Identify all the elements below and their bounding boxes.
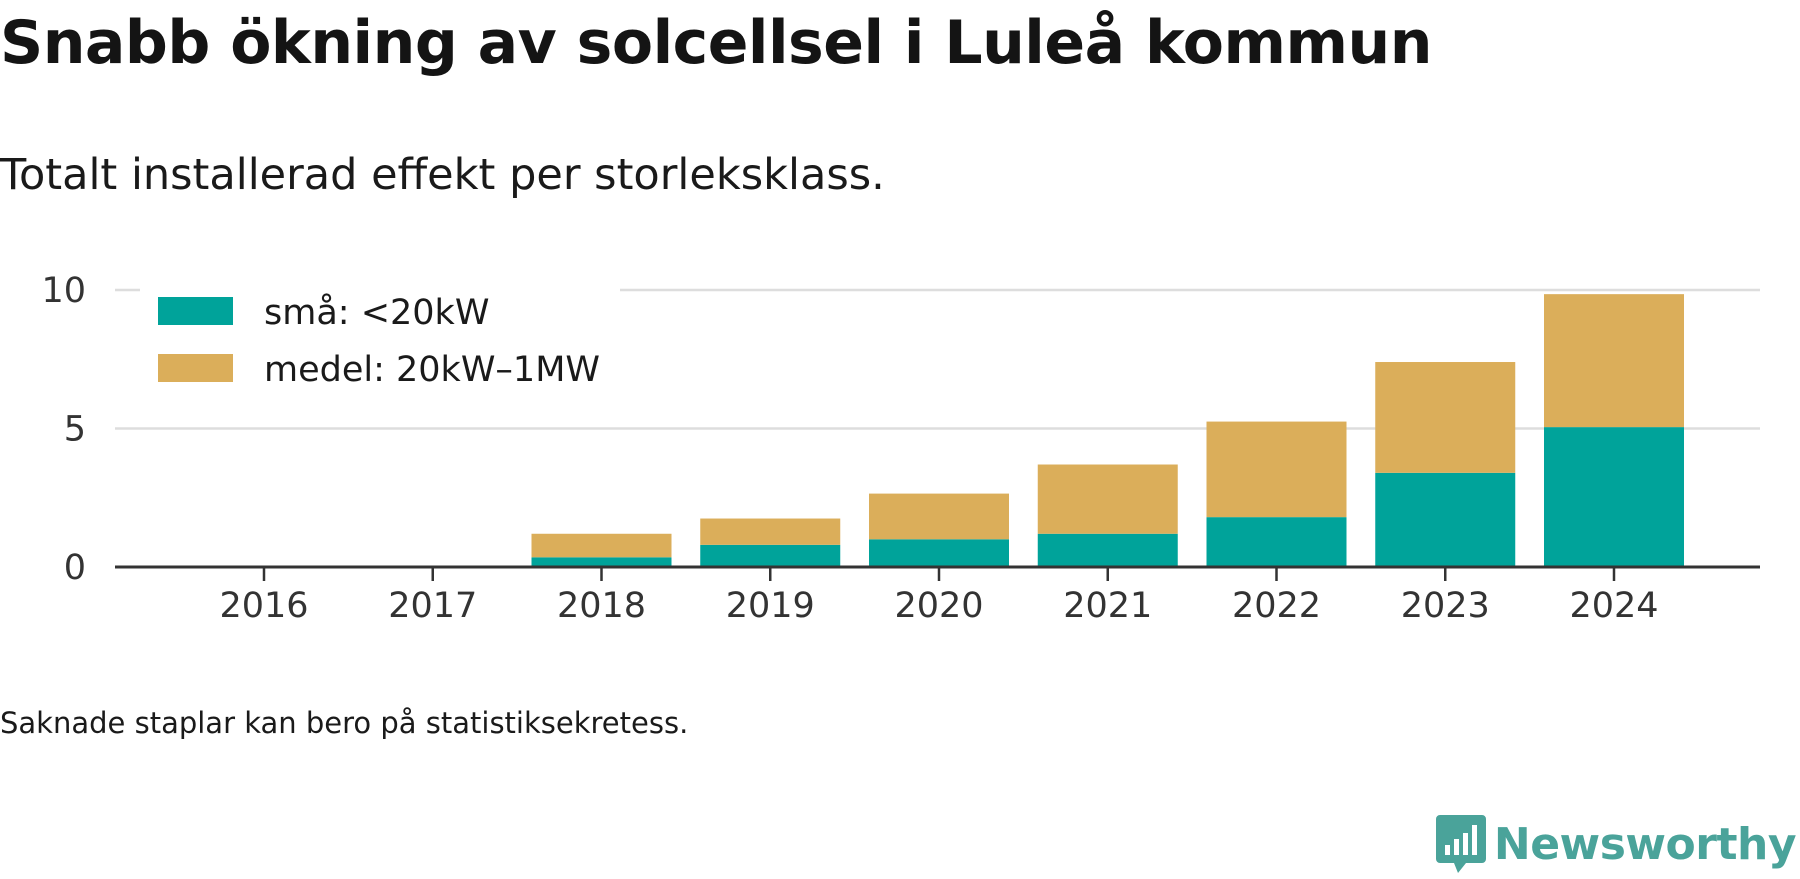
x-tick-label: 2021 — [1063, 586, 1152, 626]
newsworthy-logo-icon — [1435, 815, 1486, 873]
chart-subtitle: Totalt installerad effekt per storlekskl… — [0, 150, 885, 200]
x-tick-label: 2019 — [726, 586, 815, 626]
x-tick-label: 2018 — [557, 586, 646, 626]
bars — [531, 294, 1684, 567]
legend-label: medel: 20kW–1MW — [264, 350, 600, 390]
y-tick-label: 10 — [41, 271, 86, 311]
brand-logo[interactable]: Newsworthy — [1435, 815, 1797, 873]
bar-segment — [700, 518, 841, 545]
x-tick-label: 2017 — [388, 586, 477, 626]
bar-segment — [1206, 517, 1347, 567]
bar-segment — [1544, 294, 1684, 428]
chart-title: Snabb ökning av solcellsel i Luleå kommu… — [0, 8, 1432, 78]
legend-label: små: <20kW — [264, 292, 489, 333]
brand-name: Newsworthy — [1493, 818, 1797, 870]
y-axis-labels: 0 5 10 — [41, 271, 86, 588]
legend-swatch — [158, 297, 233, 325]
bar-segment — [1037, 533, 1178, 567]
legend: små: <20kW medel: 20kW–1MW — [140, 282, 620, 400]
bar-segment — [1206, 421, 1347, 518]
bar-segment — [1375, 472, 1516, 567]
bar-segment — [869, 493, 1009, 540]
bar-segment — [531, 533, 672, 558]
bar-segment — [1037, 464, 1178, 534]
footnote: Saknade staplar kan bero på statistiksek… — [0, 706, 689, 740]
x-axis: 2016 2017 2018 2019 2020 2021 2022 2023 2024 — [115, 565, 1760, 626]
bar-segment — [1544, 427, 1684, 567]
y-tick-label: 5 — [64, 410, 86, 450]
x-tick-label: 2020 — [894, 586, 983, 626]
bar-segment — [700, 544, 841, 567]
bar-segment — [1375, 362, 1516, 473]
x-tick-label: 2016 — [219, 586, 308, 626]
bar-segment — [869, 539, 1009, 567]
y-tick-label: 0 — [64, 548, 86, 588]
bar-segment — [531, 557, 672, 567]
bar-chart: 2016 2017 2018 2019 2020 2021 2022 2023 2024 0 5 1… — [41, 271, 1760, 626]
x-tick-label: 2024 — [1569, 586, 1658, 626]
x-tick-label: 2022 — [1232, 586, 1321, 626]
x-tick-label: 2023 — [1401, 586, 1490, 626]
legend-swatch — [158, 354, 233, 382]
